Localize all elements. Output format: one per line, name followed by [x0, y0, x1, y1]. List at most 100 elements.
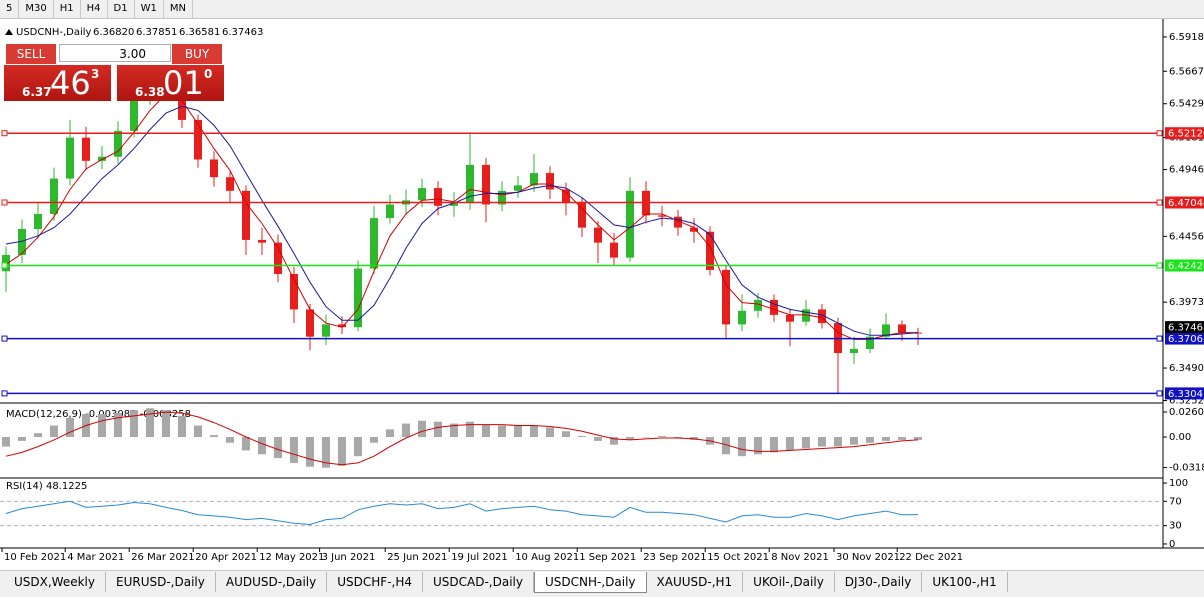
candle-body	[322, 324, 330, 337]
candle-body	[738, 310, 746, 325]
macd-histogram-bar	[290, 437, 298, 463]
macd-histogram-bar	[546, 427, 554, 438]
candle-body	[802, 309, 810, 322]
macd-histogram-bar	[738, 437, 746, 457]
x-tick-label: 15 Oct 2021	[707, 552, 769, 563]
chart-tab[interactable]: UKOil-,Daily	[743, 572, 835, 592]
candle-body	[34, 213, 42, 229]
chart-tab[interactable]: USDCNH-,Daily	[533, 572, 647, 593]
x-tick-label: 20 Apr 2021	[195, 552, 257, 563]
y-tick-label: 6.54290	[1169, 99, 1204, 110]
macd-histogram-bar	[882, 437, 890, 441]
candle-body	[658, 215, 666, 217]
y-tick-label: 0	[1169, 539, 1175, 550]
candle-body	[706, 231, 714, 270]
buy-price[interactable]: 6.38 01 0	[117, 64, 224, 102]
y-tick-label: 30	[1169, 521, 1182, 532]
level-handle	[1156, 199, 1163, 206]
macd-histogram-bar	[562, 431, 570, 438]
x-tick-label: 12 May 2021	[259, 552, 324, 563]
x-tick-label: 8 Nov 2021	[771, 552, 829, 563]
macd-histogram-bar	[722, 437, 730, 455]
buy-button[interactable]: BUY	[172, 44, 222, 64]
chart-tab[interactable]: EURUSD-,Daily	[106, 572, 216, 592]
price-point: 3	[91, 67, 100, 81]
indicator-title: RSI(14) 48.1225	[6, 481, 87, 492]
macd-histogram-bar	[50, 425, 58, 438]
chart-tab[interactable]: AUDUSD-,Daily	[216, 572, 328, 592]
x-tick-label: 30 Nov 2021	[836, 552, 900, 563]
y-tick-label: 6.49460	[1169, 165, 1204, 176]
macd-histogram-bar	[450, 423, 458, 438]
macd-histogram-bar	[2, 437, 10, 447]
macd-histogram-bar	[754, 437, 762, 455]
y-tick-label: 0.00	[1169, 432, 1191, 443]
moving-average	[5, 93, 918, 340]
level-tag	[1165, 259, 1204, 272]
x-tick-label: 25 Jun 2021	[387, 552, 447, 563]
candle-body	[674, 216, 682, 228]
candle-body	[338, 324, 346, 328]
timeframe-button[interactable]: H1	[54, 0, 81, 18]
lots-input[interactable]: 3.00	[59, 44, 171, 62]
candle-body	[754, 299, 762, 311]
candle-body	[690, 227, 698, 232]
x-tick-label: 4 Mar 2021	[67, 552, 124, 563]
level-tag-label: 6.47044	[1168, 198, 1204, 209]
macd-histogram-bar	[578, 436, 586, 438]
x-tick-label: 10 Aug 2021	[515, 552, 579, 563]
chart-tab[interactable]: DJ30-,Daily	[835, 572, 923, 592]
level-tag	[1165, 196, 1204, 209]
ohlc-value: 6.36820	[93, 27, 134, 38]
rsi-line	[5, 500, 919, 526]
timeframe-button[interactable]: 5	[0, 0, 20, 18]
sell-price[interactable]: 6.37 46 3	[4, 64, 111, 102]
chart-tab[interactable]: USDX,Weekly	[4, 572, 106, 592]
level-tag-label: 6.42424	[1168, 261, 1204, 272]
y-tick-label: 6.44560	[1169, 231, 1204, 242]
timeframe-button[interactable]: H4	[81, 0, 108, 18]
candle-body	[434, 188, 442, 206]
timeframe-button[interactable]: M30	[19, 0, 54, 18]
candle-body	[82, 137, 90, 161]
level-tag-label: 6.33041	[1168, 389, 1204, 400]
macd-histogram-bar	[370, 437, 378, 443]
price-big: 46	[50, 64, 91, 102]
candle-body	[194, 119, 202, 160]
chart-tab[interactable]: USDCHF-,H4	[327, 572, 423, 592]
candle-body	[50, 178, 58, 214]
level-tag	[1165, 387, 1204, 400]
candle-body	[546, 173, 554, 190]
chart-tab[interactable]: UK100-,H1	[922, 572, 1008, 592]
chart-tab[interactable]: XAUUSD-,H1	[647, 572, 744, 592]
chart: 6.591876.566706.542906.518106.494606.445…	[0, 19, 1204, 563]
macd-histogram-bar	[34, 433, 42, 438]
sell-button[interactable]: SELL	[6, 44, 56, 64]
macd-histogram-bar	[242, 437, 250, 451]
candle-body	[770, 299, 778, 315]
candle-body	[498, 190, 506, 205]
level-handle	[1, 335, 8, 342]
candle-body	[882, 324, 890, 337]
candle-body	[818, 309, 826, 324]
chart-tab[interactable]: USDCAD-,Daily	[423, 572, 534, 592]
level-handle	[1, 199, 8, 206]
y-tick-label: -0.03187	[1169, 463, 1204, 474]
level-handle	[1156, 390, 1163, 397]
collapse-icon	[5, 29, 13, 35]
timeframe-button[interactable]: D1	[108, 0, 135, 18]
y-tick-label: 6.59187	[1169, 32, 1204, 43]
macd-signal-line	[5, 411, 919, 466]
level-tag-label: 6.37063	[1168, 334, 1204, 345]
macd-histogram-bar	[530, 425, 538, 438]
macd-histogram-bar	[402, 423, 410, 438]
candle-body	[482, 164, 490, 205]
timeframe-button[interactable]: MN	[164, 0, 193, 18]
y-tick-label: 0.02607	[1169, 407, 1204, 418]
macd-histogram-bar	[386, 429, 394, 438]
timeframe-button[interactable]: W1	[135, 0, 164, 18]
candle-body	[898, 324, 906, 333]
candle-body	[130, 96, 138, 131]
level-handle	[1, 130, 8, 137]
